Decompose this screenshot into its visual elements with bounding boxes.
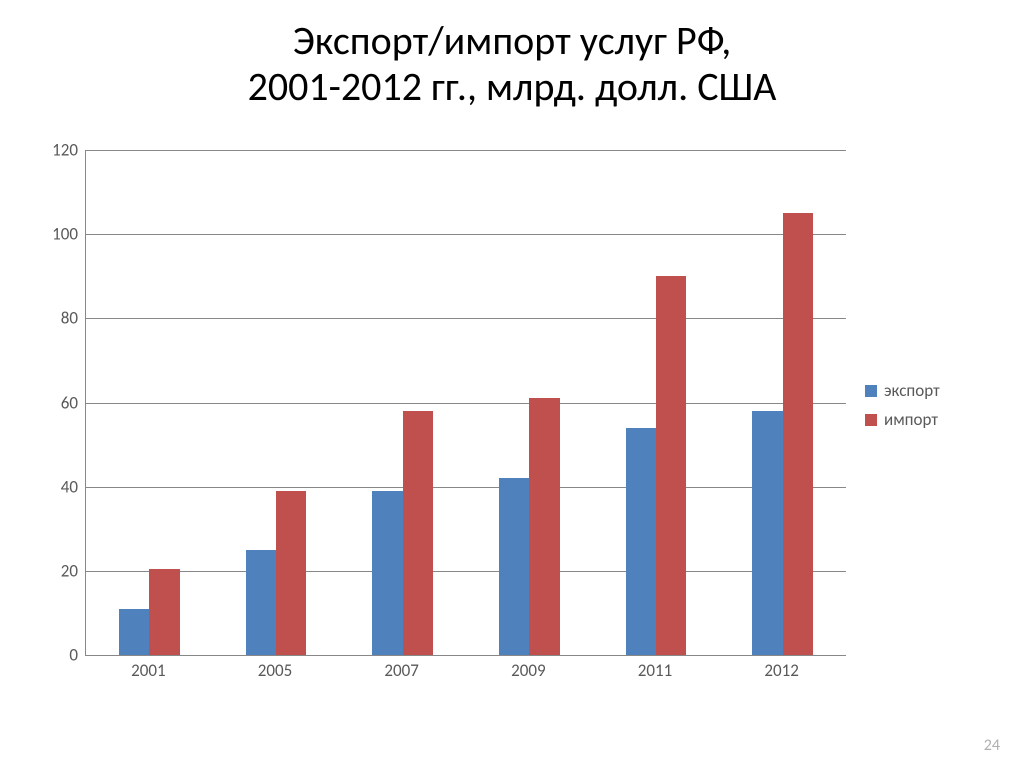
gridline	[86, 571, 846, 572]
gridline	[86, 318, 846, 319]
legend-swatch-export	[865, 385, 877, 397]
bar-импорт	[276, 491, 306, 655]
bar-импорт	[403, 411, 433, 655]
legend-item-import: импорт	[865, 409, 940, 430]
y-tick-label: 40	[33, 476, 78, 497]
legend-swatch-import	[865, 414, 877, 426]
title-line-2: 2001-2012 гг., млрд. долл. США	[248, 62, 777, 111]
legend-item-export: экспорт	[865, 380, 940, 401]
y-tick-label: 20	[33, 560, 78, 581]
bar-импорт	[529, 398, 559, 655]
slide: Экспорт/импорт услуг РФ, 2001-2012 гг., …	[0, 0, 1024, 767]
bar-импорт	[149, 569, 179, 655]
gridline	[86, 150, 846, 151]
x-tick-label: 2012	[764, 660, 798, 681]
gridline	[86, 403, 846, 404]
bar-экспорт	[372, 491, 402, 655]
x-tick-label: 2007	[384, 660, 418, 681]
y-tick-label: 120	[33, 140, 78, 161]
bar-экспорт	[626, 428, 656, 655]
bar-экспорт	[119, 609, 149, 655]
x-tick-label: 2011	[638, 660, 672, 681]
plot-area	[85, 150, 846, 656]
y-tick-label: 60	[33, 392, 78, 413]
chart: экспорт импорт 0 20 40 60 80 100 120 2001 2005 20…	[30, 140, 990, 695]
legend: экспорт импорт	[865, 380, 940, 438]
chart-title: Экспорт/импорт услуг РФ, 2001-2012 гг., …	[0, 0, 1024, 110]
title-line-1: Экспорт/импорт услуг РФ,	[293, 16, 731, 65]
legend-label-export: экспорт	[884, 380, 940, 401]
gridline	[86, 234, 846, 235]
x-tick-label: 2005	[258, 660, 292, 681]
page-number: 24	[984, 736, 1000, 755]
bar-экспорт	[499, 478, 529, 655]
bar-экспорт	[752, 411, 782, 655]
y-tick-label: 100	[33, 224, 78, 245]
bar-экспорт	[246, 550, 276, 655]
x-tick-label: 2001	[131, 660, 165, 681]
gridline	[86, 487, 846, 488]
y-tick-label: 80	[33, 308, 78, 329]
y-tick-label: 0	[33, 645, 78, 666]
bar-импорт	[783, 213, 813, 655]
legend-label-import: импорт	[884, 409, 938, 430]
x-tick-label: 2009	[511, 660, 545, 681]
bar-импорт	[656, 276, 686, 655]
